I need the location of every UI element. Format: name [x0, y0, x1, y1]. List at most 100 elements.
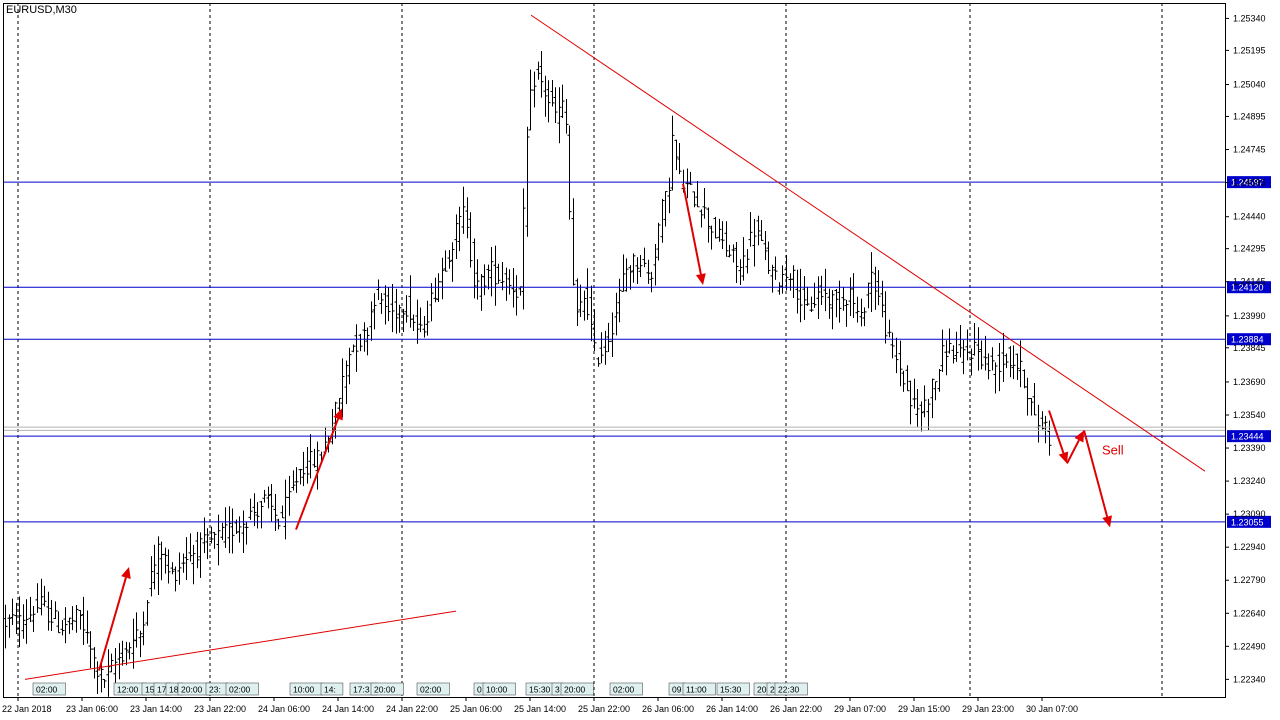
price-bars	[3, 50, 1052, 697]
chart-title: EURUSD,M30	[6, 4, 77, 16]
y-tick-label: 1.22640	[1233, 608, 1266, 618]
event-label: 15:30	[720, 685, 742, 695]
arrow-head	[1058, 451, 1069, 464]
y-tick-label: 1.23845	[1233, 343, 1266, 353]
horizontal-levels: 1.24597 1.24120 1.23884 1.23444 1.23055	[3, 176, 1271, 528]
event-label: 02:00	[36, 685, 58, 695]
event-label: 10:00	[293, 685, 315, 695]
y-tick-label: 1.24895	[1233, 111, 1266, 121]
price-label-box	[1227, 176, 1271, 189]
x-tick-label: 25 Jan 14:00	[514, 704, 566, 714]
event-label: 10:00	[486, 685, 508, 695]
event-label: 02:00	[613, 685, 635, 695]
price-label-box	[1227, 333, 1271, 346]
x-tick-label: 23 Jan 14:00	[130, 704, 182, 714]
event-label: 20:00	[564, 685, 586, 695]
y-tick-label: 1.22940	[1233, 542, 1266, 552]
arrow-head	[333, 408, 343, 421]
event-label: 02:00	[420, 685, 442, 695]
x-tick-label: 29 Jan 15:00	[898, 704, 950, 714]
y-tick-label: 1.24745	[1233, 145, 1266, 155]
chart-frame	[3, 3, 1226, 698]
arrows	[98, 183, 1112, 671]
y-tick-label: 1.22340	[1233, 674, 1266, 684]
event-label-box	[609, 682, 643, 696]
event-label: 17:3	[353, 685, 370, 695]
y-tick-label: 1.23090	[1233, 509, 1266, 519]
event-label: 20	[757, 685, 767, 695]
x-tick-label: 26 Jan 06:00	[642, 704, 694, 714]
y-tick-label: 1.23990	[1233, 311, 1266, 321]
arrow-shaft	[1083, 430, 1109, 517]
y-tick-label: 1.25195	[1233, 45, 1266, 55]
event-label: 02:00	[229, 685, 251, 695]
price-label-box	[1227, 281, 1271, 294]
x-tick-label: 24 Jan 06:00	[258, 704, 310, 714]
event-label: 17	[157, 685, 167, 695]
y-tick-label: 1.23690	[1233, 377, 1266, 387]
arrow-shaft	[1048, 410, 1065, 454]
arrow-head	[121, 567, 131, 579]
event-label: 22:30	[778, 685, 800, 695]
trendlines	[24, 14, 1206, 680]
y-tick-label: 1.24440	[1233, 212, 1266, 222]
event-label-box	[225, 682, 259, 696]
chart-grid	[17, 3, 1163, 697]
event-label: 12:00	[117, 685, 139, 695]
arrow-head	[1074, 430, 1084, 443]
x-tick-label: 25 Jan 22:00	[578, 704, 630, 714]
arrow-head	[1102, 515, 1112, 528]
y-axis: 1.25340 1.25195 1.25040 1.24895 1.24745 1.245…	[1225, 13, 1266, 684]
price-label: 1.23055	[1231, 517, 1264, 527]
x-tick-label: 29 Jan 07:00	[834, 704, 886, 714]
event-label: 2	[770, 685, 775, 695]
price-label: 1.24120	[1231, 283, 1264, 293]
event-label-box	[416, 682, 450, 696]
event-label: 0	[477, 685, 482, 695]
price-label: 1.24597	[1231, 178, 1264, 188]
trendline	[530, 14, 1206, 472]
y-tick-label: 1.24145	[1233, 277, 1266, 287]
event-label: 18	[169, 685, 179, 695]
y-tick-label: 1.24295	[1233, 244, 1266, 254]
event-label-box	[774, 682, 808, 696]
trendline	[24, 610, 457, 680]
x-axis: 22 Jan 2018 23 Jan 06:00 23 Jan 14:00 23 Ja…	[2, 697, 1078, 714]
y-tick-label: 1.24595	[1233, 178, 1266, 188]
y-tick-label: 1.25340	[1233, 13, 1266, 23]
event-label: 15:30	[529, 685, 551, 695]
price-label: 1.23884	[1231, 335, 1264, 345]
event-label-box	[320, 682, 344, 696]
event-label: 15	[145, 685, 155, 695]
event-label: 23:	[209, 685, 221, 695]
price-label: 1.23444	[1231, 432, 1264, 442]
x-tick-label: 23 Jan 22:00	[194, 704, 246, 714]
sell-annotation: Sell	[1102, 443, 1124, 458]
event-labels: 02:00 12:00 15 17 18 20:00 23: 02:00 10:00 14: 17:…	[32, 682, 808, 696]
arrow-shaft	[295, 418, 340, 530]
event-label-box	[682, 682, 716, 696]
event-label: 20:00	[374, 685, 396, 695]
price-label-box	[1227, 430, 1271, 443]
plot-border	[3, 3, 1226, 698]
x-tick-label: 29 Jan 23:00	[962, 704, 1014, 714]
event-label: 20:00	[181, 685, 203, 695]
x-tick-label: 23 Jan 06:00	[66, 704, 118, 714]
x-tick-label: 30 Jan 07:00	[1026, 704, 1078, 714]
price-label-box	[1227, 515, 1271, 528]
arrow-shaft	[682, 183, 702, 275]
x-tick-label: 24 Jan 14:00	[322, 704, 374, 714]
event-label: 11:00	[686, 685, 707, 695]
y-tick-label: 1.22790	[1233, 575, 1266, 585]
event-label-box	[32, 682, 66, 696]
y-tick-label: 1.22490	[1233, 641, 1266, 651]
event-label: 09	[672, 685, 682, 695]
event-label-box	[370, 682, 404, 696]
event-label: 14:	[324, 685, 336, 695]
x-tick-label: 26 Jan 14:00	[706, 704, 758, 714]
event-label-box	[482, 682, 516, 696]
x-tick-label: 26 Jan 22:00	[770, 704, 822, 714]
event-label-box	[560, 682, 594, 696]
arrow-head	[695, 273, 706, 286]
